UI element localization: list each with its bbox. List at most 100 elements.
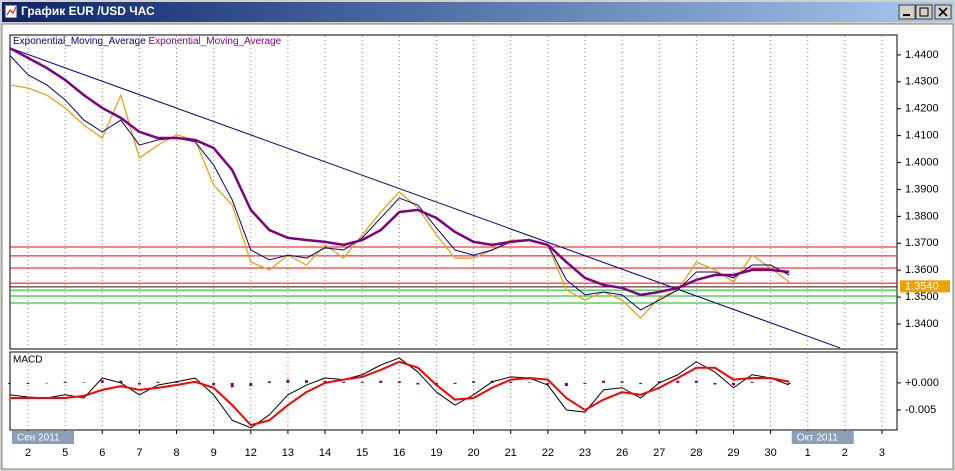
histogram-bar (286, 379, 290, 383)
x-tick-label: 22 (542, 447, 554, 459)
minimize-button[interactable] (898, 4, 916, 20)
series-line (10, 46, 790, 297)
histogram-bar (63, 381, 67, 383)
x-tick-label: 5 (62, 447, 68, 459)
indicator-legend: Exponential_Moving_Average Exponential_M… (13, 36, 282, 47)
y-tick-label: 1.3500 (905, 291, 939, 303)
histogram-bar (119, 380, 123, 383)
x-tick-label: 26 (616, 447, 628, 459)
legend-entry: Exponential_Moving_Average (148, 36, 281, 47)
histogram-bar (602, 380, 606, 383)
y-tick-label: 1.4000 (905, 156, 939, 168)
histogram-bar (156, 381, 160, 383)
x-tick-label: 9 (211, 447, 217, 459)
series-line (10, 54, 790, 311)
macd-line (9, 360, 790, 427)
y-tick-label: +0.000 (905, 377, 939, 389)
macd-title: MACD (13, 355, 42, 366)
histogram-bar (249, 382, 253, 387)
period-box (791, 431, 854, 444)
histogram-bar (787, 382, 791, 384)
histogram-bar (416, 382, 420, 385)
price-panel (9, 34, 898, 350)
x-tick-label: 8 (173, 447, 179, 459)
y-tick-label: 1.4300 (905, 76, 939, 88)
x-tick-label: 27 (653, 447, 665, 459)
histogram-bar (694, 380, 698, 383)
x-tick-label: 28 (690, 447, 702, 459)
x-tick-label: 13 (282, 447, 294, 459)
maximize-button[interactable] (915, 4, 933, 20)
histogram-bar (527, 382, 531, 383)
histogram-bar (453, 382, 457, 384)
x-tick-label: 14 (319, 447, 331, 459)
y-tick-label: 1.3600 (905, 264, 939, 276)
x-tick-label: 21 (505, 447, 517, 459)
title-bar (2, 2, 953, 22)
histogram-bar (657, 381, 661, 383)
y-tick-label: 1.4100 (905, 130, 939, 142)
y-tick-label: 1.4400 (905, 49, 939, 61)
histogram-bar (267, 381, 271, 383)
chart-area (1, 23, 954, 470)
x-tick-label: 19 (430, 447, 442, 459)
histogram-bar (323, 380, 327, 383)
histogram-bar (137, 382, 141, 385)
histogram-bar (713, 382, 717, 385)
histogram-bar (509, 381, 513, 383)
x-tick-label: 1 (805, 447, 811, 459)
histogram-bar (639, 382, 643, 384)
histogram-bar (82, 382, 86, 383)
histogram-bar (230, 382, 234, 388)
histogram-bar (304, 380, 308, 383)
x-tick-label: 23 (579, 447, 591, 459)
y-tick-label: 1.4200 (905, 103, 939, 115)
x-tick-label: 3 (879, 447, 885, 459)
x-tick-label: 16 (393, 447, 405, 459)
window-title: График EUR /USD ЧАС (21, 4, 155, 18)
x-tick-label: 12 (245, 447, 257, 459)
histogram-bar (7, 382, 11, 384)
x-tick-label: 6 (99, 447, 105, 459)
window-icon-glyph (6, 6, 17, 16)
series-line (10, 84, 790, 319)
close-glyph (938, 7, 948, 17)
histogram-bar (472, 381, 476, 383)
histogram-bar (342, 381, 346, 383)
histogram-bar (750, 381, 754, 383)
trend-line (10, 47, 841, 349)
legend-entry: Exponential_Moving_Average (13, 36, 146, 47)
histogram-bar (26, 382, 30, 384)
price-label-box (900, 280, 950, 293)
period-label: Сен 2011 (17, 433, 60, 444)
x-tick-label: 2 (25, 447, 31, 459)
maximize-glyph (919, 7, 929, 17)
x-tick-label: 7 (136, 447, 142, 459)
histogram-bar (676, 380, 680, 383)
histogram-bar (620, 381, 624, 383)
y-tick-label: 1.3800 (905, 210, 939, 222)
y-tick-label: 1.3400 (905, 318, 939, 330)
histogram-bar (731, 382, 735, 386)
histogram-bar (45, 382, 49, 384)
x-tick-label: 30 (764, 447, 776, 459)
histogram-bar (583, 382, 587, 384)
histogram-bar (360, 381, 364, 383)
histogram-bar (564, 382, 568, 387)
period-label: Окт 2011 (797, 433, 839, 444)
macd-panel (9, 351, 898, 431)
x-tick-label: 2 (842, 447, 848, 459)
histogram-bar (379, 380, 383, 383)
histogram-bar (769, 382, 773, 383)
period-box (12, 431, 75, 444)
y-tick-label: 1.3700 (905, 237, 939, 249)
histogram-bar (100, 380, 104, 383)
y-tick-label: -0.005 (905, 404, 936, 416)
histogram-bar (397, 381, 401, 383)
macd-line (9, 357, 790, 429)
x-tick-label: 15 (356, 447, 368, 459)
histogram-bar (546, 382, 550, 385)
x-tick-label: 20 (467, 447, 479, 459)
x-tick-label: 29 (727, 447, 739, 459)
